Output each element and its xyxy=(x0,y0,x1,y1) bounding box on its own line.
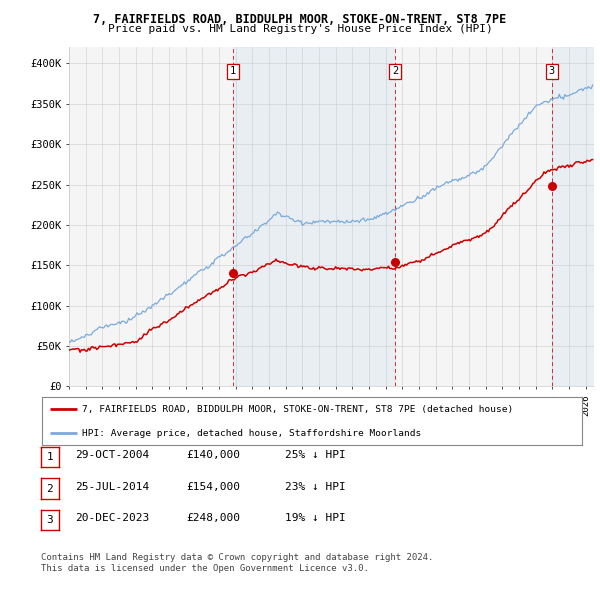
Text: 1: 1 xyxy=(46,453,53,462)
Text: Price paid vs. HM Land Registry's House Price Index (HPI): Price paid vs. HM Land Registry's House … xyxy=(107,24,493,34)
Text: 20-DEC-2023: 20-DEC-2023 xyxy=(75,513,149,523)
Bar xyxy=(552,47,594,386)
Text: 19% ↓ HPI: 19% ↓ HPI xyxy=(285,513,346,523)
Text: £248,000: £248,000 xyxy=(186,513,240,523)
Text: 25-JUL-2014: 25-JUL-2014 xyxy=(75,482,149,491)
Text: 2: 2 xyxy=(46,484,53,493)
Bar xyxy=(233,47,395,386)
Text: 25% ↓ HPI: 25% ↓ HPI xyxy=(285,451,346,460)
Text: 7, FAIRFIELDS ROAD, BIDDULPH MOOR, STOKE-ON-TRENT, ST8 7PE (detached house): 7, FAIRFIELDS ROAD, BIDDULPH MOOR, STOKE… xyxy=(83,405,514,414)
Text: £154,000: £154,000 xyxy=(186,482,240,491)
Text: HPI: Average price, detached house, Staffordshire Moorlands: HPI: Average price, detached house, Staf… xyxy=(83,429,422,438)
Text: 3: 3 xyxy=(46,515,53,525)
Text: 2: 2 xyxy=(392,67,398,77)
Text: Contains HM Land Registry data © Crown copyright and database right 2024.: Contains HM Land Registry data © Crown c… xyxy=(41,553,433,562)
Text: 3: 3 xyxy=(549,67,555,77)
Text: £140,000: £140,000 xyxy=(186,451,240,460)
Text: 1: 1 xyxy=(230,67,236,77)
Text: 23% ↓ HPI: 23% ↓ HPI xyxy=(285,482,346,491)
Text: 7, FAIRFIELDS ROAD, BIDDULPH MOOR, STOKE-ON-TRENT, ST8 7PE: 7, FAIRFIELDS ROAD, BIDDULPH MOOR, STOKE… xyxy=(94,13,506,26)
Text: This data is licensed under the Open Government Licence v3.0.: This data is licensed under the Open Gov… xyxy=(41,564,368,573)
Text: 29-OCT-2004: 29-OCT-2004 xyxy=(75,451,149,460)
